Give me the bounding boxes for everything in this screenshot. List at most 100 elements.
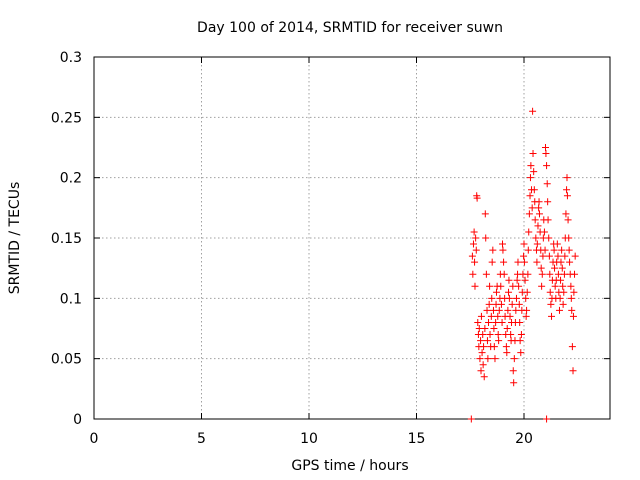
y-axis-label: SRMTID / TECUs — [7, 182, 23, 295]
data-point — [480, 373, 488, 381]
data-point — [502, 343, 510, 351]
data-point — [513, 276, 521, 284]
data-point — [545, 234, 553, 242]
data-point — [564, 216, 572, 224]
data-point — [553, 240, 561, 248]
data-point — [541, 246, 549, 254]
data-point — [558, 246, 566, 254]
data-point — [472, 234, 480, 242]
x-tick-label: 20 — [515, 431, 533, 447]
data-point — [523, 306, 531, 314]
data-point — [505, 294, 513, 302]
data-point — [534, 222, 542, 230]
data-point — [504, 306, 512, 314]
chart-title: Day 100 of 2014, SRMTID for receiver suw… — [197, 20, 503, 36]
plot-area-border — [93, 56, 611, 420]
data-point — [520, 252, 528, 260]
data-point — [481, 210, 489, 218]
data-point — [477, 337, 485, 345]
data-point — [550, 246, 558, 254]
data-point — [486, 282, 494, 290]
data-point — [477, 367, 485, 375]
data-point — [524, 270, 532, 278]
data-point — [510, 379, 518, 387]
data-point — [526, 174, 534, 182]
data-point — [497, 282, 505, 290]
data-point — [510, 355, 518, 363]
data-point — [471, 258, 479, 266]
x-axis-tick-labels: 0 5 10 15 20 — [90, 431, 533, 447]
data-point — [554, 270, 562, 278]
data-point — [555, 306, 563, 314]
data-point — [563, 192, 571, 200]
data-point — [474, 318, 482, 326]
data-point — [492, 288, 500, 296]
data-point — [500, 258, 508, 266]
data-point — [565, 234, 573, 242]
x-tick-label: 0 — [90, 431, 99, 447]
data-point — [568, 306, 576, 314]
data-point — [512, 306, 520, 314]
data-point — [558, 264, 566, 272]
data-point — [489, 246, 497, 254]
data-point — [567, 294, 575, 302]
data-point — [529, 150, 537, 158]
data-point — [486, 331, 494, 339]
data-point — [480, 343, 488, 351]
data-point — [530, 168, 538, 176]
data-point — [566, 258, 574, 266]
data-point — [551, 264, 559, 272]
y-tick-label: 0.3 — [60, 50, 82, 66]
data-point — [516, 318, 524, 326]
data-point — [495, 306, 503, 314]
data-point — [485, 318, 493, 326]
data-point — [521, 276, 529, 284]
data-point — [524, 246, 532, 254]
data-point — [503, 349, 511, 357]
data-point — [528, 204, 536, 212]
data-point — [516, 337, 524, 345]
data-point — [547, 300, 555, 308]
data-point — [569, 312, 577, 320]
data-point — [491, 355, 499, 363]
data-point — [468, 252, 476, 260]
data-point — [477, 312, 485, 320]
y-tick-label: 0.15 — [51, 231, 82, 247]
data-point — [525, 210, 533, 218]
x-tick-label: 5 — [197, 431, 206, 447]
data-point — [522, 312, 530, 320]
data-point — [503, 325, 511, 332]
data-point — [546, 270, 554, 278]
y-tick-label: 0.1 — [60, 291, 82, 307]
data-point — [527, 162, 535, 170]
data-point — [520, 240, 528, 248]
data-point — [507, 331, 515, 339]
data-point — [469, 270, 477, 278]
data-point — [509, 367, 517, 375]
data-point — [563, 174, 571, 182]
data-point — [485, 300, 493, 308]
data-point — [529, 107, 537, 115]
y-tick-label: 0.05 — [51, 352, 82, 368]
data-point — [481, 325, 489, 332]
y-tick-label: 0 — [73, 412, 82, 428]
data-point — [490, 325, 498, 332]
data-point — [551, 282, 559, 290]
data-point — [559, 282, 567, 290]
data-point — [535, 204, 543, 212]
data-point — [482, 270, 490, 278]
data-point — [542, 144, 549, 151]
data-point — [483, 306, 491, 314]
data-point — [495, 337, 503, 345]
data-point — [517, 349, 525, 357]
y-tick-label: 0.25 — [51, 110, 82, 126]
data-point — [483, 337, 491, 345]
data-point — [520, 258, 528, 266]
data-point — [514, 258, 522, 266]
data-point — [538, 282, 546, 290]
data-point — [522, 294, 530, 302]
data-point — [543, 415, 551, 423]
data-point — [488, 258, 496, 266]
data-point — [473, 194, 481, 202]
data-point — [505, 288, 513, 296]
